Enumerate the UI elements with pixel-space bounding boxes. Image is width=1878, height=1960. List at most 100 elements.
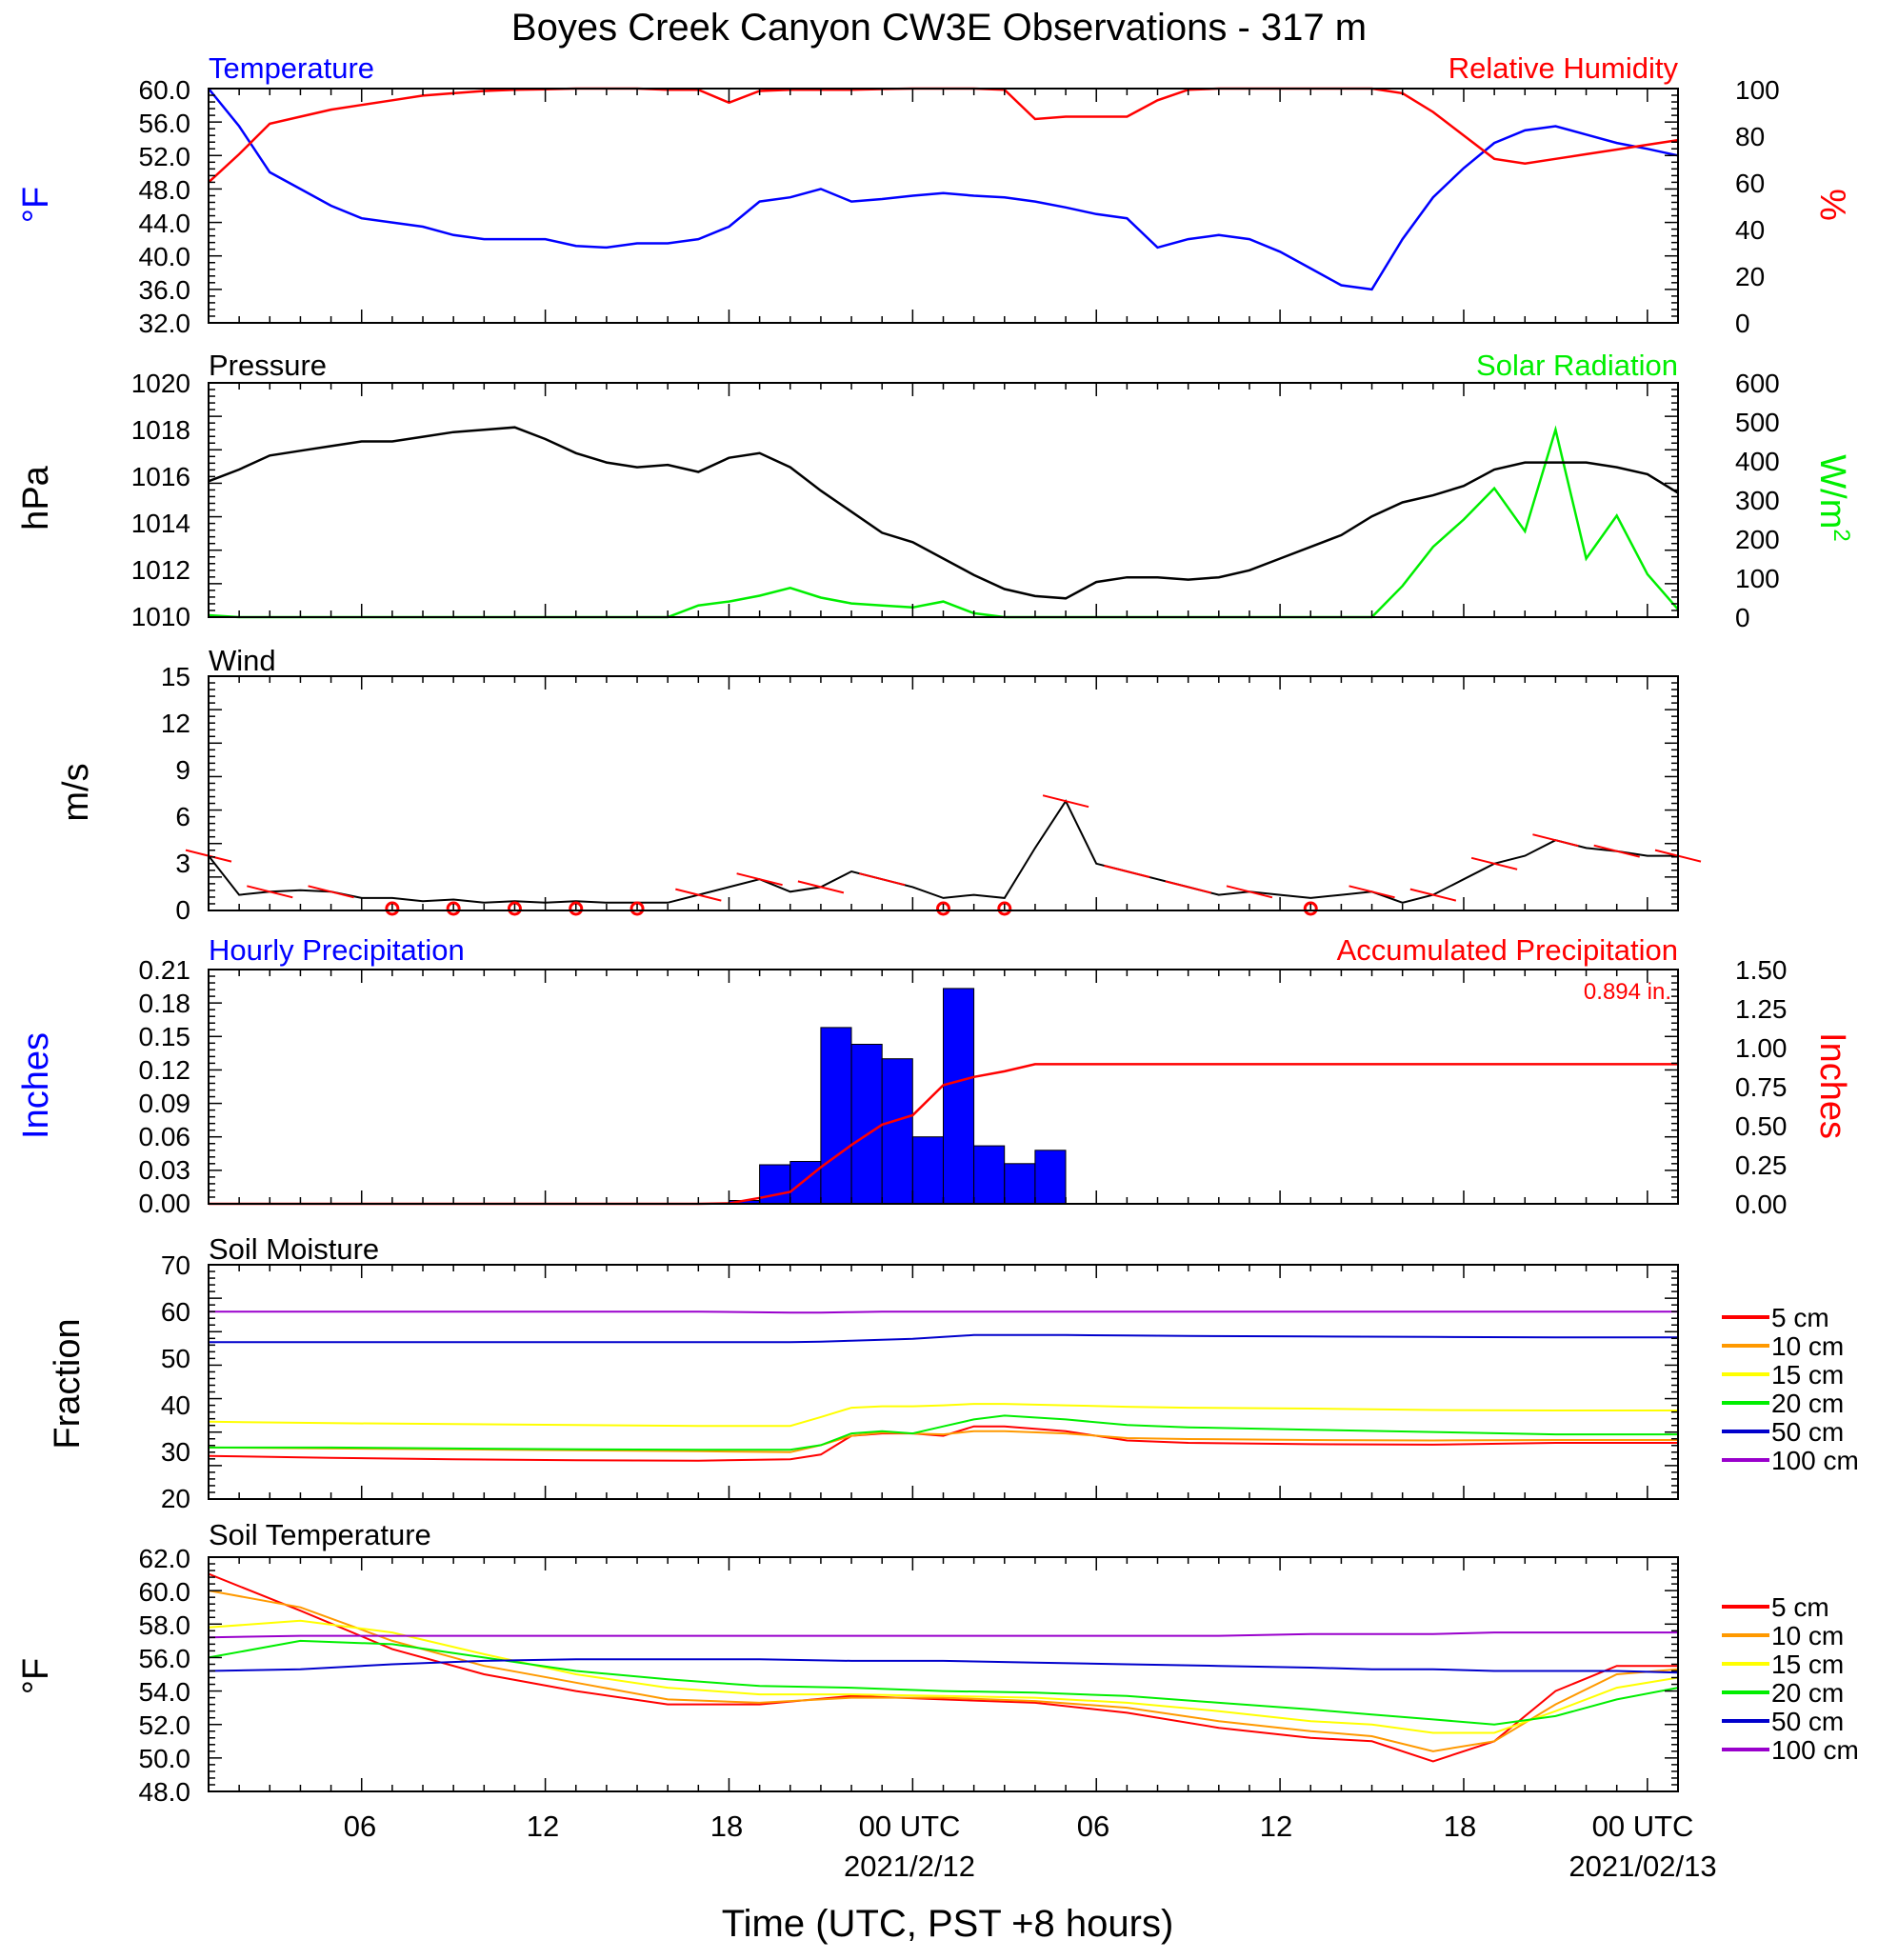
temp-tick-label: 52.0: [139, 142, 191, 171]
precip-bar: [820, 1027, 852, 1205]
precip-left-tick-label: 0.21: [139, 955, 191, 985]
precip-bar: [943, 988, 975, 1205]
x-tick-label: 00 UTC: [1592, 1810, 1694, 1843]
wind-tick-label: 9: [175, 755, 190, 785]
soil-temp-title: Soil Temperature: [209, 1518, 431, 1551]
solar-tick-label: 0: [1735, 603, 1750, 632]
solar-tick-label: 200: [1735, 525, 1780, 554]
series-line-10cm: [208, 1590, 1679, 1752]
temperature-line: [208, 88, 1679, 291]
hourly-precip-title: Hourly Precipitation: [209, 933, 465, 967]
wind-unit: m/s: [56, 763, 96, 821]
wind-barb: [675, 888, 722, 902]
wind-tick-labels: 15 12 9 6 3 0: [161, 662, 190, 925]
wind-tick-label: 0: [175, 895, 190, 925]
panel-precip: Hourly Precipitation Accumulated Precipi…: [16, 933, 1852, 1219]
calm-wind-marker: [936, 901, 950, 916]
pressure-line: [208, 426, 1679, 600]
x-tick-label: 18: [710, 1810, 743, 1843]
wind-barb: [1593, 844, 1640, 858]
wind-tick-label: 15: [161, 662, 190, 691]
soil-temp-tick-labels: 62.0 60.0 58.0 56.0 54.0 52.0 50.0 48.0: [139, 1544, 191, 1807]
pressure-tick-label: 1010: [131, 602, 190, 631]
precip-left-tick-label: 0.15: [139, 1022, 191, 1051]
series-line-20cm: [208, 1639, 1679, 1726]
soil-temp-unit: °F: [16, 1658, 56, 1694]
precip-left-tick-label: 0.03: [139, 1155, 191, 1185]
x-date-label: 2021/02/13: [1568, 1850, 1716, 1883]
rh-tick-label: 60: [1735, 169, 1765, 198]
series-line-10cm: [208, 1430, 1678, 1453]
calm-wind-marker: [569, 901, 584, 916]
precip-bar: [911, 1136, 945, 1205]
precip-right-tick-label: 0.50: [1735, 1111, 1788, 1141]
soil-moisture-tick-label: 60: [161, 1297, 190, 1327]
legend-label-20cm: 20 cm: [1771, 1678, 1844, 1708]
precip-bar: [850, 1044, 883, 1205]
accumulated-precip-line: [209, 1063, 1678, 1206]
solar-title: Solar Radiation: [1476, 349, 1678, 382]
soil-temp-legend: 5 cm 10 cm 15 cm 20 cm 50 cm 100 cm: [1722, 1592, 1859, 1765]
soil-temp-tick-label: 54.0: [139, 1677, 191, 1707]
precip-bars: [729, 988, 1067, 1205]
rh-tick-label: 80: [1735, 122, 1765, 151]
temp-tick-label: 48.0: [139, 175, 191, 205]
precip-right-tick-label: 1.00: [1735, 1033, 1788, 1063]
x-tick-label: 12: [1260, 1810, 1292, 1843]
wind-barb: [1042, 794, 1089, 809]
precip-left-tick-label: 0.18: [139, 989, 191, 1018]
calm-wind-marker: [507, 901, 522, 916]
series-line-50cm: [208, 1658, 1679, 1674]
solar-unit-sup: 2: [1828, 529, 1854, 541]
soil-moisture-tick-label: 50: [161, 1344, 190, 1373]
legend-label-5cm: 5 cm: [1771, 1303, 1829, 1332]
solar-unit: W/m2: [1812, 454, 1854, 541]
soil-temp-tick-label: 58.0: [139, 1610, 191, 1640]
wind-tick-label: 3: [175, 849, 190, 878]
soil-temp-tick-label: 60.0: [139, 1577, 191, 1607]
wind-barb: [1226, 885, 1273, 899]
precip-left-unit: Inches: [16, 1032, 56, 1139]
wind-barb: [1532, 833, 1579, 848]
x-date-label: 2021/2/12: [844, 1850, 975, 1883]
solar-tick-labels: 600 500 400 300 200 100 0: [1735, 369, 1780, 632]
precip-bar: [1034, 1150, 1067, 1205]
x-tick-label: 00 UTC: [859, 1810, 961, 1843]
temp-unit: °F: [16, 187, 56, 223]
rh-tick-label: 40: [1735, 215, 1765, 245]
soil-temp-tick-label: 52.0: [139, 1710, 191, 1740]
soil-temp-lines: [208, 1572, 1679, 1763]
soil-moisture-tick-label: 40: [161, 1390, 190, 1420]
soil-moisture-lines: [208, 1310, 1678, 1462]
wind-barb: [1165, 880, 1211, 894]
figure-title: Boyes Creek Canyon CW3E Observations - 3…: [511, 7, 1367, 49]
x-axis-title: Time (UTC, PST +8 hours): [722, 1903, 1174, 1945]
pressure-tick-label: 1012: [131, 555, 190, 585]
soil-temp-tick-label: 50.0: [139, 1744, 191, 1773]
wind-barb: [1470, 856, 1518, 870]
x-axis-labels: 06 12 18 00 UTC 06 12 18 00 UTC 2021/2/1…: [344, 1810, 1717, 1945]
pressure-tick-label: 1018: [131, 415, 190, 445]
panel-soil-temperature: Soil Temperature °F 62.0 60.0 58.0 56.0 …: [16, 1518, 1859, 1807]
wind-title: Wind: [209, 644, 276, 677]
soil-moisture-tick-label: 70: [161, 1250, 190, 1280]
legend-label-10cm: 10 cm: [1771, 1621, 1844, 1650]
series-line-50cm: [209, 1333, 1678, 1344]
pressure-tick-label: 1014: [131, 509, 190, 538]
calm-wind-marker: [385, 901, 400, 916]
pressure-tick-labels: 1020 1018 1016 1014 1012 1010: [131, 369, 190, 631]
series-line-100cm: [208, 1631, 1678, 1639]
temp-tick-label: 32.0: [139, 309, 191, 338]
rh-tick-label: 100: [1735, 75, 1780, 105]
calm-wind-marker: [997, 901, 1012, 916]
rh-tick-label: 20: [1735, 262, 1765, 291]
pressure-tick-label: 1016: [131, 462, 190, 491]
soil-moisture-tick-label: 20: [161, 1484, 190, 1513]
precip-right-tick-label: 0.00: [1735, 1190, 1788, 1219]
solar-tick-label: 100: [1735, 564, 1780, 593]
precip-right-tick-label: 1.25: [1735, 994, 1788, 1024]
precip-right-tick-label: 1.50: [1735, 955, 1788, 985]
temp-title: Temperature: [209, 51, 374, 85]
temp-tick-labels: 60.0 56.0 52.0 48.0 44.0 40.0 36.0 32.0: [139, 75, 191, 338]
